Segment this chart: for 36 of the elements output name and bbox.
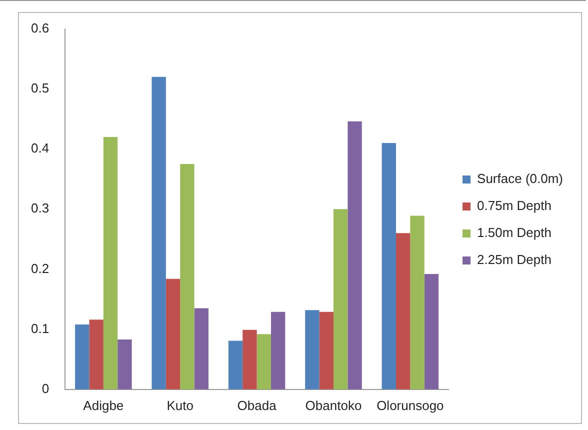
- x-tick-label: Obantoko: [305, 398, 362, 413]
- bar: [103, 136, 118, 390]
- bar: [396, 233, 410, 390]
- bar: [333, 209, 348, 390]
- legend-label: 1.50m Depth: [477, 225, 552, 240]
- y-tick-label: 0.5: [30, 80, 50, 96]
- bar: [319, 312, 334, 390]
- bar: [89, 320, 104, 390]
- y-tick-label: 0.2: [30, 260, 50, 276]
- x-tick-label: Kuto: [166, 398, 194, 413]
- bar: [118, 340, 132, 390]
- bar: [270, 312, 286, 390]
- legend-label: 0.75m Depth: [477, 198, 552, 214]
- y-tick-label: 0.1: [30, 320, 50, 336]
- legend-label: 2.25m Depth: [477, 252, 552, 268]
- bar: [194, 308, 208, 390]
- y-tick-label: 0.4: [30, 140, 50, 156]
- legend-label: Surface (0.0m): [477, 171, 564, 186]
- bar: [166, 278, 180, 390]
- bar: [75, 324, 90, 390]
- x-tick-label: Obada: [237, 398, 278, 413]
- bar: [382, 142, 396, 390]
- bar: [256, 334, 271, 390]
- bar: [180, 164, 194, 390]
- x-tick-label: Adigbe: [83, 398, 124, 413]
- x-tick-label: Olorunsogo: [376, 398, 444, 413]
- bar: [410, 216, 424, 390]
- bar: [348, 121, 362, 390]
- bar: [242, 330, 257, 390]
- bar: [305, 310, 320, 390]
- y-tick-label: 0: [42, 380, 50, 396]
- y-tick-label: 0.6: [30, 20, 50, 36]
- bar: [424, 274, 439, 390]
- bar: [152, 76, 166, 390]
- y-tick-label: 0.3: [30, 200, 50, 216]
- bar: [228, 340, 243, 390]
